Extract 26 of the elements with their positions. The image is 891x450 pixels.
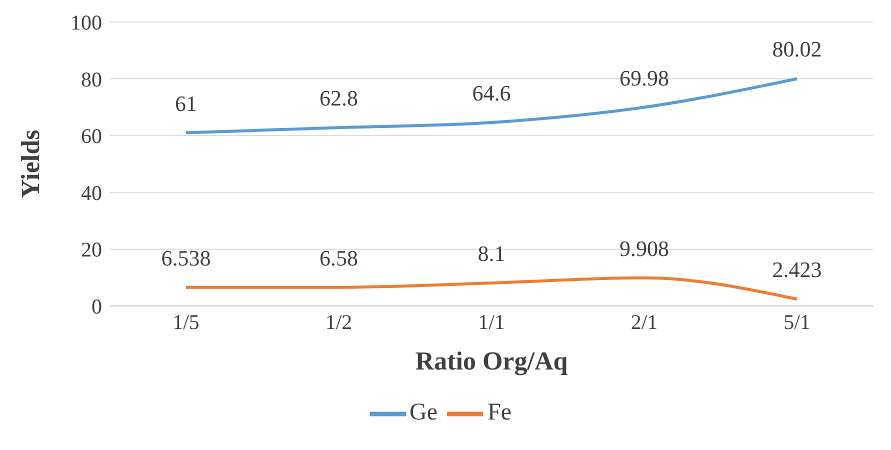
x-axis-title: Ratio Org/Aq [415, 346, 568, 376]
data-label: 69.98 [620, 65, 669, 90]
line-series [184, 276, 798, 301]
data-label: 2.423 [772, 257, 822, 282]
x-tick-label: 1/1 [478, 310, 505, 334]
x-tick-label: 1/5 [172, 310, 200, 334]
y-tick-label: 0 [92, 294, 102, 318]
y-axis-title: Yields [16, 130, 46, 198]
x-tick-label: 5/1 [784, 310, 810, 334]
y-tick-label: 60 [81, 124, 102, 148]
data-label: 62.8 [320, 86, 358, 111]
y-tick-label: 40 [81, 180, 102, 205]
x-tick-label: 1/2 [325, 310, 352, 334]
x-tick-label: 2/1 [630, 310, 658, 334]
data-label: 9.908 [620, 236, 669, 261]
data-label: 64.6 [472, 80, 511, 106]
legend-label: Ge [410, 400, 438, 426]
data-label: 8.1 [478, 240, 506, 266]
y-tick-label: 100 [70, 10, 102, 34]
y-tick-label: 20 [81, 238, 102, 262]
data-label: 6.58 [320, 245, 358, 270]
data-label: 80.02 [772, 36, 822, 62]
legend-label: Fe [487, 400, 512, 426]
y-tick-label: 80 [81, 67, 102, 92]
data-label: 6.538 [161, 245, 211, 270]
data-label: 61 [175, 90, 197, 116]
